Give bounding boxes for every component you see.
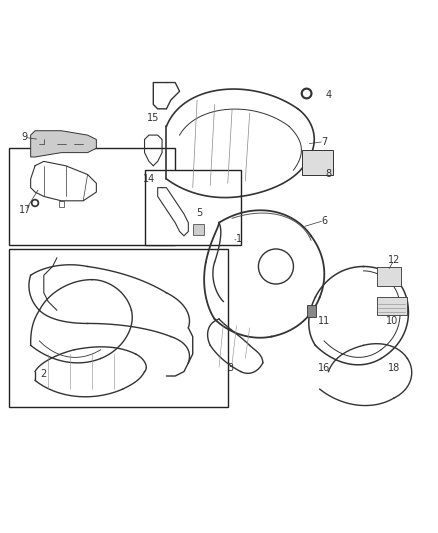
Text: 14: 14 [143,174,155,184]
Text: 18: 18 [388,363,400,373]
Text: 9: 9 [21,132,27,142]
Bar [377,297,407,314]
Bar [145,170,241,245]
Text: 1: 1 [236,235,242,244]
Bar [59,201,64,207]
Bar [9,249,228,407]
Text: 4: 4 [325,90,332,100]
Text: 8: 8 [325,168,332,179]
Text: 6: 6 [321,215,327,225]
Circle shape [301,88,312,99]
Text: 11: 11 [318,316,330,326]
Circle shape [304,91,310,96]
Text: 15: 15 [147,112,159,123]
Bar [377,266,401,286]
Bar [9,148,175,245]
Text: 7: 7 [321,136,327,147]
Text: 17: 17 [19,205,32,215]
Circle shape [33,201,37,205]
Circle shape [32,199,39,206]
Bar [302,150,333,174]
Text: 16: 16 [318,363,330,373]
Text: 3: 3 [227,363,233,373]
Text: 10: 10 [386,316,398,326]
Text: 12: 12 [388,255,400,265]
Bar [193,223,204,235]
Polygon shape [31,131,96,157]
Circle shape [258,249,293,284]
Text: 2: 2 [41,369,47,379]
Text: 5: 5 [196,208,202,218]
Bar [307,304,316,317]
